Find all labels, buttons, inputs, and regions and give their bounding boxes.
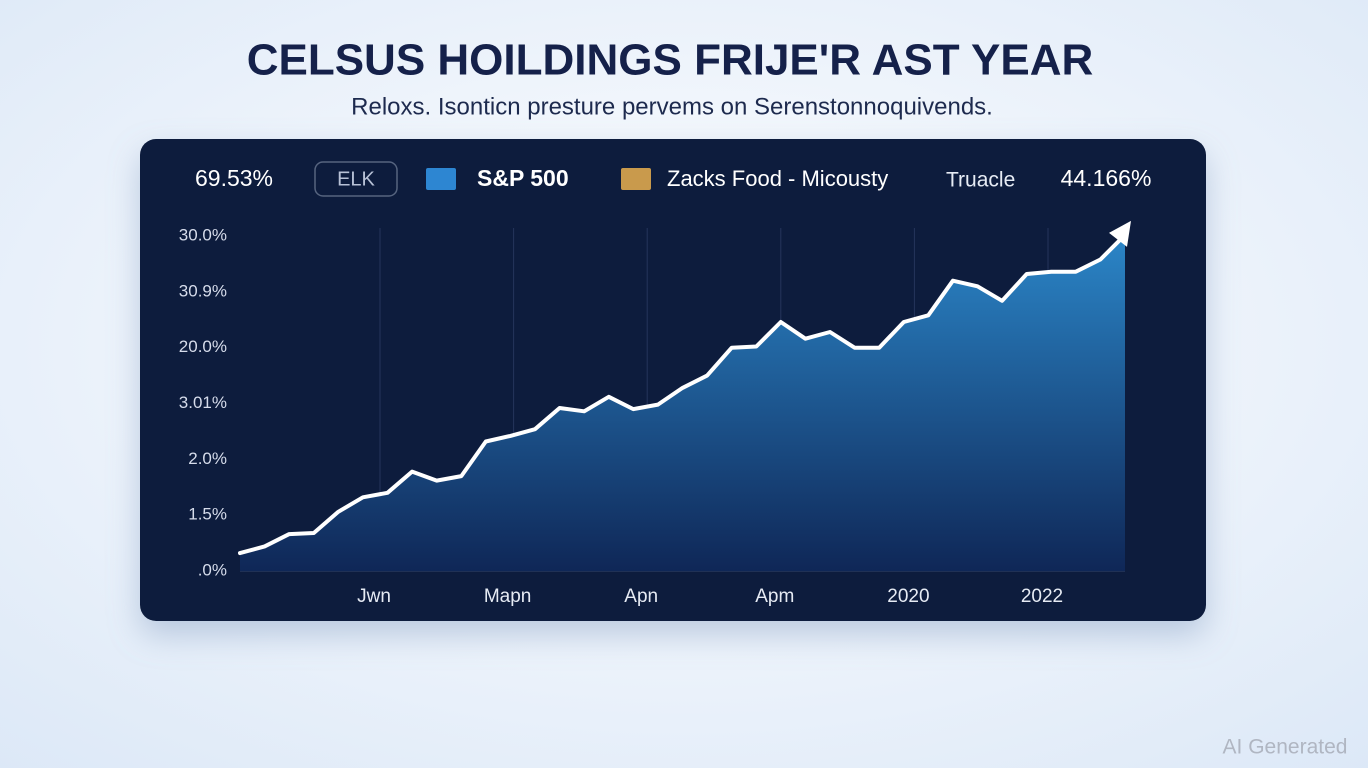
button-label[interactable]: ELK — [337, 168, 375, 190]
subtitle: Reloxs. Isonticn presture pervems on Ser… — [351, 93, 993, 120]
legend-label: Zacks Food - Micousty — [667, 166, 888, 191]
x-tick-label: 2020 — [887, 586, 929, 607]
line — [238, 232, 1127, 556]
button[interactable] — [314, 161, 398, 197]
y-tick-label: .0% — [198, 560, 227, 579]
y-tick-label: 2.0% — [188, 449, 227, 468]
stat-left: 69.53% — [195, 165, 273, 191]
title: CELSUS HOILDINGS FRIJE'R AST YEAR — [247, 36, 1094, 85]
x-tick-label: Jwn — [357, 586, 391, 607]
header-label: Truacle — [946, 169, 1015, 192]
y-tick-label: 1.5% — [188, 505, 227, 524]
y-tick-label: 3.01% — [179, 393, 227, 412]
arrow-head — [1109, 220, 1131, 247]
x-tick-label: Apn — [624, 586, 658, 607]
x-tick-label: 2022 — [1021, 586, 1063, 607]
y-tick-label: 30.0% — [179, 225, 227, 244]
stat-right: 44.166% — [1061, 165, 1152, 191]
legend-swatch — [426, 168, 456, 190]
y-tick-label: 20.0% — [179, 337, 227, 356]
area — [240, 234, 1125, 571]
y-tick-label: 30.9% — [179, 281, 227, 300]
legend-label: S&P 500 — [477, 165, 569, 191]
legend-swatch — [621, 168, 651, 190]
x-tick-label: Apm — [755, 586, 794, 607]
x-tick-label: Mapn — [484, 586, 532, 607]
watermark: AI Generated — [1223, 736, 1348, 759]
